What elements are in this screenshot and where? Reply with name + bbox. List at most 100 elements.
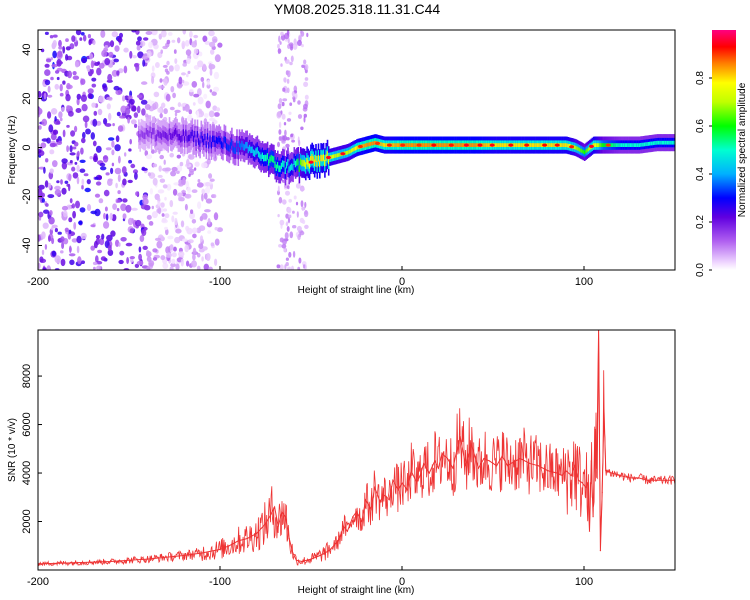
spectrogram-noise-cell bbox=[48, 235, 51, 242]
spectrogram-noise-cell bbox=[167, 31, 173, 36]
spectrogram-noise-cell bbox=[50, 57, 53, 61]
spectrogram-noise-cell bbox=[109, 40, 115, 48]
spectrogram-ridge-cell bbox=[350, 148, 353, 153]
snr-point bbox=[556, 472, 558, 474]
snr-point bbox=[588, 530, 591, 532]
spectrogram-noise-cell bbox=[178, 76, 183, 85]
spectrogram-noise-cell bbox=[50, 227, 54, 231]
spectrogram-ridge-cell bbox=[447, 143, 450, 147]
snr-point bbox=[619, 474, 622, 477]
spectrogram-noise-cell bbox=[301, 64, 305, 69]
spectrogram-ridge-cell bbox=[310, 156, 312, 163]
spectrogram-ridge-cell bbox=[638, 143, 641, 147]
spectrogram-noise-cell bbox=[202, 63, 207, 71]
spectrogram-noise-cell bbox=[121, 166, 127, 175]
spectrogram-ridge-cell bbox=[268, 159, 270, 166]
snr-point bbox=[441, 453, 443, 455]
snr-y-tick-label: 6000 bbox=[21, 412, 33, 436]
spectrogram-noise-cell bbox=[82, 115, 90, 123]
spectrogram-noise-cell bbox=[278, 244, 283, 248]
spectrogram-noise-cell bbox=[68, 173, 72, 182]
spectrogram-peak-cell bbox=[463, 143, 469, 147]
spectrogram-noise-cell bbox=[76, 176, 80, 185]
snr-point bbox=[446, 457, 449, 460]
spectrogram-noise-cell bbox=[209, 178, 215, 182]
spectrogram-noise-cell bbox=[67, 70, 72, 79]
spectrogram-ridge-cell bbox=[575, 145, 577, 150]
spectrogram-noise-cell bbox=[201, 246, 208, 251]
spectrogram-noise-cell bbox=[193, 34, 199, 39]
spectrogram-ridge-cell bbox=[631, 143, 633, 147]
spectrogram-x-tick-label: 0 bbox=[399, 276, 405, 288]
spectrogram-ridge-cell bbox=[577, 147, 580, 151]
spectrogram-noise-cell bbox=[207, 230, 212, 234]
snr-x-tick-label: 0 bbox=[399, 576, 405, 588]
colorbar-gradient bbox=[712, 30, 736, 270]
spectrogram-noise-cell bbox=[54, 83, 60, 90]
spectrogram-ridge-cell bbox=[285, 161, 288, 169]
spectrogram-noise-cell bbox=[186, 158, 190, 167]
spectrogram-ridge-cell bbox=[245, 142, 247, 149]
spectrogram-noise-cell bbox=[119, 250, 125, 256]
spectrogram-ridge-cell bbox=[626, 143, 628, 147]
spectrogram-noise-cell bbox=[160, 49, 163, 54]
spectrogram-noise-cell bbox=[72, 210, 76, 219]
spectrogram-noise-cell bbox=[157, 200, 161, 207]
spectrogram-noise-cell bbox=[214, 258, 218, 266]
spectrogram-noise-cell bbox=[65, 46, 71, 51]
spectrogram-noise-cell bbox=[174, 236, 181, 244]
spectrogram-noise-cell bbox=[62, 129, 66, 138]
spectrogram-noise-cell bbox=[158, 165, 162, 172]
spectrogram-noise-cell bbox=[297, 114, 303, 119]
spectrogram-ridge-cell bbox=[354, 146, 357, 151]
spectrogram-noise-cell bbox=[152, 257, 158, 261]
spectrogram-ridge-cell bbox=[327, 157, 330, 165]
spectrogram-ridge-cell bbox=[522, 143, 525, 147]
spectrogram-ridge-cell bbox=[613, 143, 615, 147]
spectrogram-noise-cell bbox=[69, 152, 76, 156]
spectrogram-noise-cell bbox=[304, 94, 309, 100]
spectrogram-noise-cell bbox=[302, 264, 306, 269]
spectrogram-ridge-cell bbox=[392, 143, 395, 147]
spectrogram-noise-cell bbox=[123, 65, 128, 74]
snr-point bbox=[605, 470, 607, 472]
spectrogram-noise-cell bbox=[151, 65, 155, 72]
spectrogram-noise-cell bbox=[71, 35, 76, 42]
spectrogram-noise-cell bbox=[160, 30, 167, 38]
spectrogram-noise-cell bbox=[105, 147, 112, 151]
spectrogram-noise-cell bbox=[114, 45, 120, 52]
spectrogram-ridge-cell bbox=[535, 143, 538, 147]
spectrogram-noise-cell bbox=[41, 118, 48, 126]
spectrogram-noise-cell bbox=[203, 192, 208, 200]
spectrogram-noise-cell bbox=[71, 203, 76, 209]
spectrogram-ridge-cell bbox=[163, 131, 166, 138]
spectrogram-noise-cell bbox=[147, 172, 151, 177]
spectrogram-noise-cell bbox=[146, 50, 152, 58]
spectrogram-noise-cell bbox=[292, 250, 296, 258]
spectrogram-ridge-cell bbox=[635, 143, 637, 147]
spectrogram-ridge-cell bbox=[283, 160, 285, 168]
spectrogram-ridge-cell bbox=[620, 143, 623, 147]
spectrogram-x-ticks: -200 -100 0 100 bbox=[27, 266, 593, 288]
spectrogram-noise-cell bbox=[290, 133, 294, 138]
spectrogram-noise-cell bbox=[75, 108, 82, 113]
snr-point bbox=[603, 409, 605, 411]
snr-point bbox=[470, 443, 472, 445]
spectrogram-noise-cell bbox=[157, 174, 163, 178]
spectrogram-noise-cell bbox=[108, 51, 114, 58]
spectrogram-peak-cell bbox=[448, 143, 454, 147]
spectrogram-noise-cell bbox=[295, 201, 299, 206]
spectrogram-noise-cell bbox=[281, 140, 286, 144]
spectrogram-noise-cell bbox=[191, 81, 198, 88]
spectrogram-noise-cell bbox=[141, 228, 147, 237]
spectrogram-ridge-cell bbox=[363, 143, 366, 148]
spectrogram-noise-cell bbox=[131, 30, 137, 33]
spectrogram-noise-cell bbox=[295, 183, 301, 189]
spectrogram-ridge-cell bbox=[488, 143, 491, 147]
spectrogram-noise-cell bbox=[81, 184, 84, 190]
spectrogram-noise-cell bbox=[172, 92, 177, 99]
spectrogram-noise-cell bbox=[142, 59, 146, 67]
spectrogram-ridge-cell bbox=[646, 142, 648, 146]
spectrogram-noise-cell bbox=[181, 40, 186, 49]
spectrogram-ridge-cell bbox=[189, 134, 191, 142]
